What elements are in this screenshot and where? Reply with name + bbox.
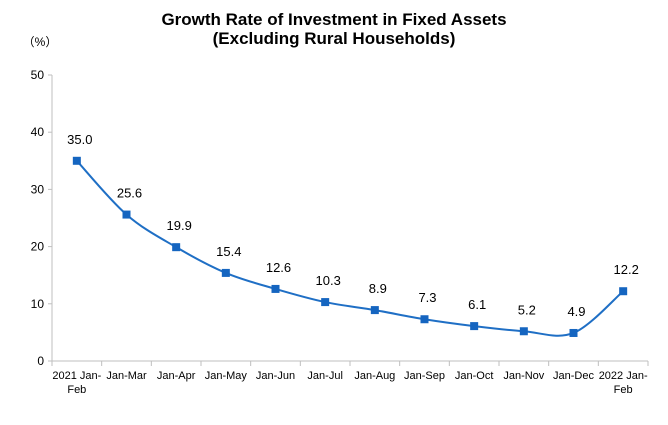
x-tick-label: 2022 Jan-Feb [599,370,648,396]
data-label: 7.3 [418,290,436,305]
data-point-marker [172,243,181,252]
x-tick-label: Jan-May [205,370,248,382]
data-point-marker [619,287,628,296]
data-point-marker [122,210,131,219]
series-group: 35.0 25.6 19.9 15.4 12.6 10.3 8.9 7.3 6.1 5.2 4.9 1… [67,132,639,337]
data-label: 12.2 [614,262,639,277]
data-point-marker [519,327,528,336]
x-tick-label: Jan-Jun [256,370,295,382]
x-tick-label: Jan-Nov [503,370,544,382]
data-label: 15.4 [216,244,241,259]
y-tick-label: 40 [31,125,45,139]
data-label: 35.0 [67,132,92,147]
series-line [76,160,624,337]
data-point-marker [370,306,379,315]
data-point-marker [271,284,280,293]
chart-title: Growth Rate of Investment in Fixed Asset… [161,10,507,29]
data-label: 8.9 [369,281,387,296]
x-tick-label: Jan-Jul [307,370,342,382]
x-tick-label: Jan-Aug [354,370,395,382]
x-tick-label: Jan-Dec [553,370,594,382]
data-label: 25.6 [117,186,142,201]
x-tick-label: Jan-Apr [157,370,196,382]
x-axis: 2021 Jan-Feb Jan-Mar Jan-Apr Jan-May Jan-Jun… [51,360,649,396]
data-point-marker [321,298,330,307]
data-point-marker [420,315,429,324]
chart-title-block: Growth Rate of Investment in Fixed Asset… [0,10,668,48]
data-point-marker [72,156,81,165]
x-tick-label: Jan-Sep [404,370,445,382]
chart-subtitle: (Excluding Rural Households) [212,29,456,48]
y-axis: 0 10 20 30 40 50 [31,68,53,368]
y-tick-label: 20 [31,240,45,254]
y-tick-label: 10 [31,297,45,311]
y-tick-label: 50 [31,68,45,82]
x-tick-label: Jan-Oct [455,370,494,382]
data-point-marker [221,268,230,277]
data-point-marker [470,322,479,331]
x-tick-label: Jan-Mar [106,370,147,382]
data-label: 12.6 [266,260,291,275]
x-tick-label: 2021 Jan-Feb [52,370,101,396]
y-tick-label: 0 [37,354,44,368]
data-label: 6.1 [468,297,486,312]
y-tick-label: 30 [31,182,45,196]
y-axis-unit-label: （%） [23,35,58,49]
data-label: 10.3 [316,273,341,288]
data-point-marker [569,328,578,337]
data-label: 4.9 [567,304,585,319]
data-label: 5.2 [518,302,536,317]
data-label: 19.9 [167,218,192,233]
